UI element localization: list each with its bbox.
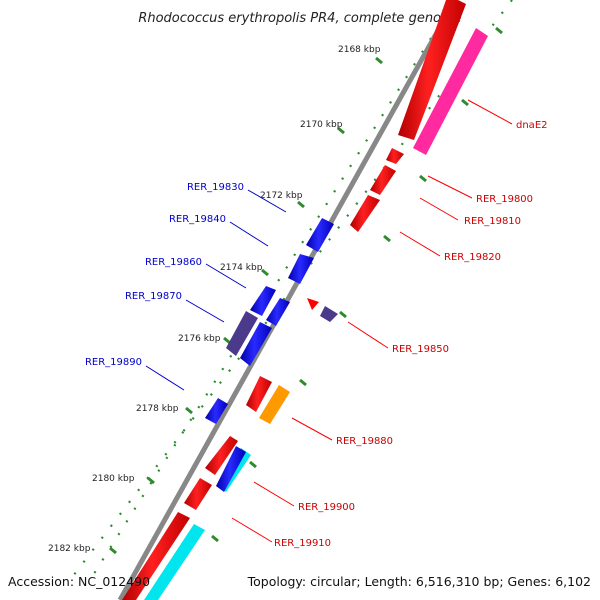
gene-red[interactable] <box>386 148 404 164</box>
gene-label[interactable]: RER_19900 <box>298 502 355 513</box>
gene-red[interactable] <box>184 478 212 510</box>
gene-label[interactable]: RER_19840 <box>169 214 226 225</box>
gene-blue[interactable] <box>216 446 246 492</box>
gene-label[interactable]: RER_19820 <box>444 252 501 263</box>
tick-label: 2170 kbp <box>300 120 343 130</box>
forward-strand-genes <box>122 0 466 600</box>
gene-blue[interactable] <box>250 286 276 316</box>
gene-label[interactable]: RER_19830 <box>187 182 244 193</box>
gene-purple[interactable] <box>226 311 258 356</box>
gene-purple[interactable] <box>320 306 338 322</box>
tick-label: 2176 kbp <box>178 334 221 344</box>
gene-cyan[interactable] <box>144 524 205 600</box>
tick-marks <box>109 26 503 555</box>
gene-orange[interactable] <box>259 385 290 424</box>
tick-label: 2178 kbp <box>136 404 179 414</box>
gene-red[interactable] <box>122 512 190 600</box>
gene-red[interactable] <box>350 195 380 232</box>
gene-red-small[interactable] <box>307 298 319 310</box>
tick-label: 2182 kbp <box>48 544 91 554</box>
gene-red[interactable] <box>205 436 238 475</box>
forward-label-leaders <box>231 99 513 543</box>
gene-magenta[interactable] <box>413 28 488 155</box>
accession-text: Accession: NC_012490 <box>8 574 150 589</box>
gene-blue[interactable] <box>205 398 228 424</box>
gene-label[interactable]: RER_19880 <box>336 436 393 447</box>
gene-red[interactable] <box>246 376 272 412</box>
gene-red[interactable] <box>398 0 466 140</box>
gene-red[interactable] <box>370 165 396 195</box>
gene-blue[interactable] <box>288 254 314 284</box>
tick-label: 2180 kbp <box>92 474 135 484</box>
map-title: Rhodococcus erythropolis PR4, complete g… <box>138 11 461 26</box>
gene-blue[interactable] <box>240 322 272 366</box>
inner-dotted-track <box>89 0 456 581</box>
gene-label[interactable]: RER_19890 <box>85 357 142 368</box>
gene-label-dnaE2[interactable]: dnaE2 <box>516 120 548 131</box>
outer-dotted-track <box>69 0 513 581</box>
gene-blue[interactable] <box>266 298 290 326</box>
tick-label: 2172 kbp <box>260 191 303 201</box>
reverse-strand-genes <box>205 218 338 492</box>
gene-blue[interactable] <box>306 218 334 252</box>
gene-label[interactable]: RER_19860 <box>145 257 202 268</box>
gene-label[interactable]: RER_19850 <box>392 344 449 355</box>
gene-label[interactable]: RER_19870 <box>125 291 182 302</box>
gene-label[interactable]: RER_19810 <box>464 216 521 227</box>
tick-label: 2168 kbp <box>338 45 381 55</box>
gene-label[interactable]: RER_19910 <box>274 538 331 549</box>
reverse-label-leaders <box>145 189 287 391</box>
backbone-ring <box>117 0 458 600</box>
gene-label[interactable]: RER_19800 <box>476 194 533 205</box>
tick-label: 2174 kbp <box>220 263 263 273</box>
topology-text: Topology: circular; Length: 6,516,310 bp… <box>247 574 591 589</box>
